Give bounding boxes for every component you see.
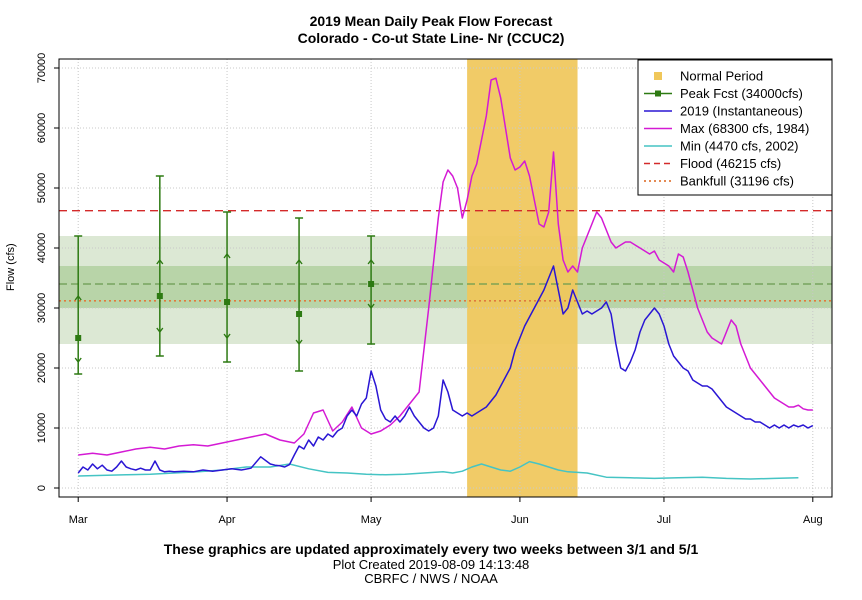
y-tick-label: 0 xyxy=(36,485,48,491)
max-series-line xyxy=(78,77,813,456)
forecast-point xyxy=(156,293,163,299)
forecast-high-arrow xyxy=(74,294,82,301)
legend-label: 2019 (Instantaneous) xyxy=(680,104,803,119)
forecast-low-arrow xyxy=(223,333,231,340)
plot-frame xyxy=(58,58,833,498)
forecast-high-arrow xyxy=(223,252,231,259)
legend-label: Peak Fcst (34000cfs) xyxy=(680,86,803,101)
footer-created: Plot Created 2019-08-09 14:13:48 xyxy=(332,557,530,572)
forecast-high-arrow xyxy=(295,258,303,265)
legend-swatch-normal-period xyxy=(654,72,662,80)
forecast-point xyxy=(224,299,231,305)
y-tick-label: 50000 xyxy=(36,173,48,204)
legend-box xyxy=(637,59,833,196)
y-tick-label: 30000 xyxy=(36,293,48,324)
y-tick-label: 10000 xyxy=(36,413,48,444)
forecast-high-arrow xyxy=(156,258,164,265)
legend-label: Bankfull (31196 cfs) xyxy=(680,174,794,189)
forecast-low-arrow xyxy=(156,327,164,334)
forecast-low-arrow xyxy=(367,303,375,310)
y-tick-label: 40000 xyxy=(36,233,48,264)
legend-label: Min (4470 cfs, 2002) xyxy=(680,139,799,154)
normal-period-bar xyxy=(467,59,578,497)
forecast-point xyxy=(296,311,303,317)
y-tick-label: 60000 xyxy=(36,113,48,144)
x-tick-label: Jul xyxy=(657,514,671,526)
forecast-point xyxy=(368,281,375,287)
chart-title: 2019 Mean Daily Peak Flow Forecast xyxy=(309,13,553,29)
footer-source: CBRFC / NWS / NOAA xyxy=(364,571,498,586)
forecast-high-arrow xyxy=(367,258,375,265)
y-axis-label: Flow (cfs) xyxy=(5,243,17,291)
x-tick-label: Jun xyxy=(511,514,529,526)
x-tick-label: May xyxy=(361,514,382,526)
chart-subtitle: Colorado - Co-ut State Line- Nr (CCUC2) xyxy=(297,30,565,46)
footer-note: These graphics are updated approximately… xyxy=(163,541,699,557)
y-tick-label: 20000 xyxy=(36,353,48,384)
min-series-line xyxy=(78,460,799,480)
legend-label: Normal Period xyxy=(680,69,763,84)
legend-label: Max (68300 cfs, 1984) xyxy=(680,121,809,136)
forecast-low-arrow xyxy=(74,357,82,364)
forecast-band-inner xyxy=(59,266,832,308)
x-tick-label: Mar xyxy=(69,514,88,526)
legend-label: Flood (46215 cfs) xyxy=(680,156,781,171)
current-year-series-line xyxy=(77,265,814,474)
y-tick-label: 70000 xyxy=(36,53,48,84)
forecast-point xyxy=(75,335,82,341)
x-tick-label: Apr xyxy=(218,514,235,526)
legend-swatch-forecast-point xyxy=(655,90,661,97)
forecast-low-arrow xyxy=(295,339,303,346)
x-tick-label: Aug xyxy=(803,514,823,526)
